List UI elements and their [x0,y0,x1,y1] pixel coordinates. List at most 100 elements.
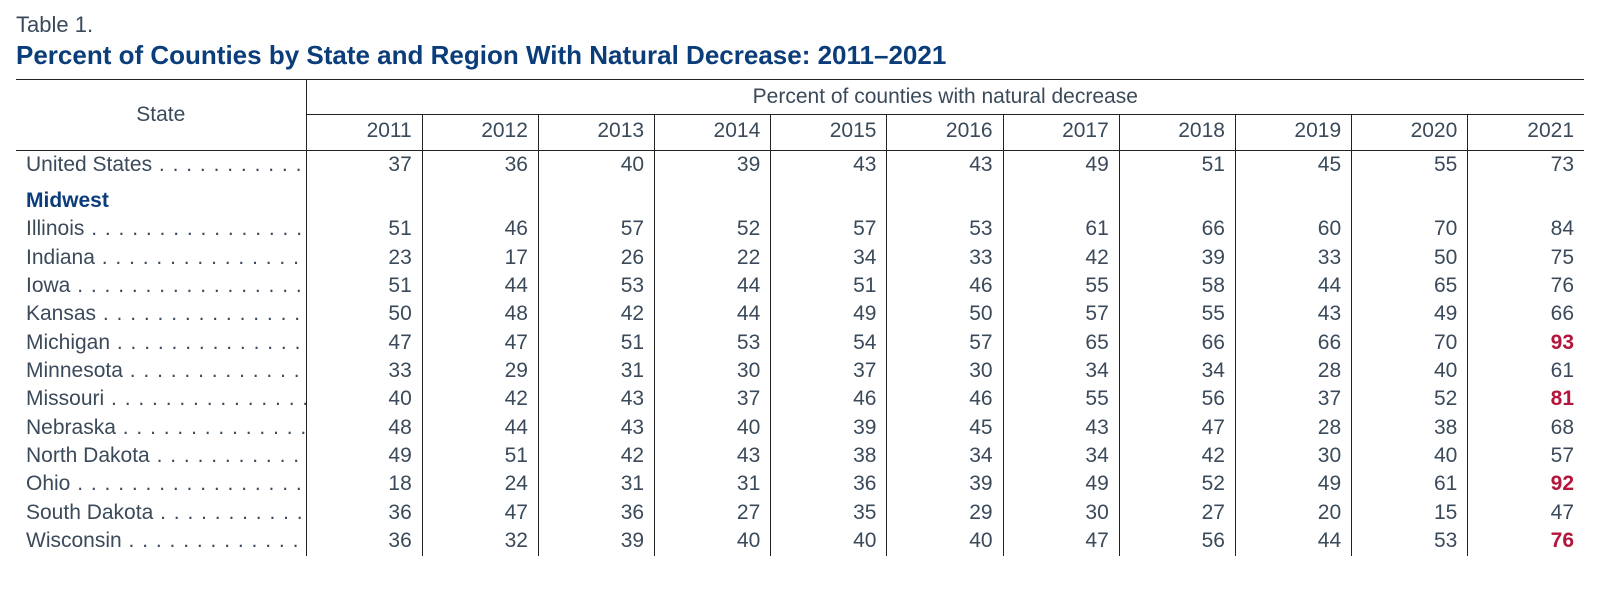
data-cell: 50 [887,300,1003,328]
data-cell: 29 [887,499,1003,527]
col-header-year: 2017 [1003,115,1119,150]
data-cell: 37 [771,357,887,385]
data-cell: 44 [655,272,771,300]
data-cell: 49 [1352,300,1468,328]
table-row: Illinois5146575257536166607084 [16,215,1584,243]
data-cell: 39 [887,470,1003,498]
data-cell: 40 [1352,357,1468,385]
data-cell: 38 [1352,414,1468,442]
data-cell: 52 [1352,385,1468,413]
data-cell: 39 [538,527,654,555]
data-cell: 36 [306,527,422,555]
row-label: Kansas [16,300,306,328]
data-cell: 76 [1468,527,1584,555]
data-cell: 44 [1235,272,1351,300]
data-cell: 45 [1235,150,1351,179]
data-cell: 53 [655,329,771,357]
table-row: Kansas5048424449505755434966 [16,300,1584,328]
data-cell: 37 [1235,385,1351,413]
data-cell: 31 [538,357,654,385]
data-cell: 34 [1003,442,1119,470]
data-cell: 68 [1468,414,1584,442]
row-label: Minnesota [16,357,306,385]
data-cell: 30 [1235,442,1351,470]
data-cell: 65 [1003,329,1119,357]
data-cell: 44 [1235,527,1351,555]
data-cell: 55 [1003,385,1119,413]
table-row: North Dakota4951424338343442304057 [16,442,1584,470]
data-cell: 43 [538,414,654,442]
table-row: Minnesota3329313037303434284061 [16,357,1584,385]
data-cell: 40 [887,527,1003,555]
data-cell: 51 [306,215,422,243]
data-cell: 47 [1468,499,1584,527]
table-row: United States3736403943434951455573 [16,150,1584,179]
data-cell: 51 [306,272,422,300]
data-cell: 36 [306,499,422,527]
data-cell: 43 [887,150,1003,179]
data-cell: 28 [1235,414,1351,442]
data-cell: 54 [771,329,887,357]
data-cell: 17 [422,244,538,272]
data-cell: 33 [887,244,1003,272]
row-label: Nebraska [16,414,306,442]
data-cell: 57 [1468,442,1584,470]
row-label: Illinois [16,215,306,243]
col-header-year: 2020 [1352,115,1468,150]
table-row: Michigan4747515354576566667093 [16,329,1584,357]
data-cell: 43 [1235,300,1351,328]
data-cell: 51 [1119,150,1235,179]
spacer [16,179,306,187]
data-cell: 46 [422,215,538,243]
col-header-year: 2021 [1468,115,1584,150]
row-label: Missouri [16,385,306,413]
data-cell: 48 [422,300,538,328]
row-label: Indiana [16,244,306,272]
data-cell: 57 [1003,300,1119,328]
table-row: Nebraska4844434039454347283868 [16,414,1584,442]
data-cell: 57 [887,329,1003,357]
data-cell: 35 [771,499,887,527]
data-cell: 44 [422,272,538,300]
data-cell: 32 [422,527,538,555]
data-cell: 37 [306,150,422,179]
data-cell: 36 [422,150,538,179]
col-header-year: 2013 [538,115,654,150]
data-cell: 50 [306,300,422,328]
data-cell: 31 [655,470,771,498]
data-cell: 61 [1468,357,1584,385]
data-cell: 70 [1352,329,1468,357]
table-row: Ohio1824313136394952496192 [16,470,1584,498]
row-label: North Dakota [16,442,306,470]
data-cell: 42 [538,300,654,328]
data-cell: 42 [422,385,538,413]
table-number-label: Table 1. [16,12,1584,38]
data-cell: 44 [655,300,771,328]
col-header-year: 2012 [422,115,538,150]
data-cell: 23 [306,244,422,272]
col-header-year: 2016 [887,115,1003,150]
data-cell: 26 [538,244,654,272]
row-label: Ohio [16,470,306,498]
col-header-year: 2011 [306,115,422,150]
data-cell: 28 [1235,357,1351,385]
data-cell: 40 [538,150,654,179]
data-cell: 27 [655,499,771,527]
table-row: South Dakota3647362735293027201547 [16,499,1584,527]
data-cell: 40 [655,414,771,442]
data-cell: 55 [1119,300,1235,328]
col-header-year: 2019 [1235,115,1351,150]
data-cell: 37 [655,385,771,413]
data-cell: 56 [1119,527,1235,555]
data-cell: 30 [887,357,1003,385]
col-header-year: 2015 [771,115,887,150]
data-cell: 38 [771,442,887,470]
data-table: State Percent of counties with natural d… [16,79,1584,556]
col-header-year: 2014 [655,115,771,150]
data-cell: 47 [1003,527,1119,555]
data-cell: 39 [1119,244,1235,272]
row-label: Michigan [16,329,306,357]
data-cell: 15 [1352,499,1468,527]
data-cell: 40 [771,527,887,555]
data-cell: 57 [538,215,654,243]
